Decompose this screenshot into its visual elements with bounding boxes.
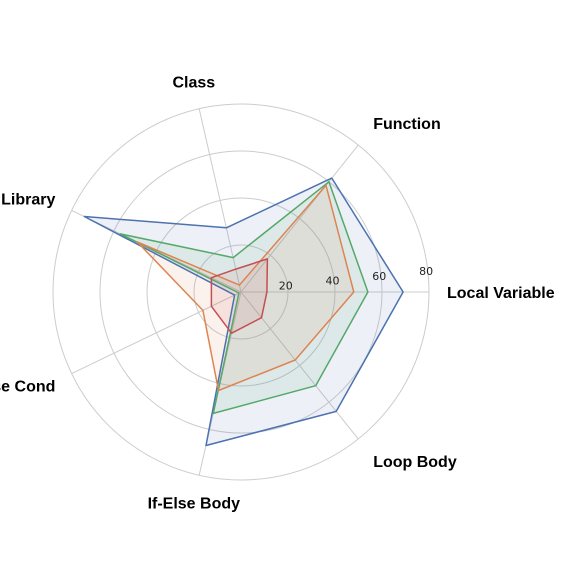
axis-labels: Local Variable Function Class Library If… bbox=[0, 74, 555, 512]
axis-label-class: Class bbox=[172, 74, 215, 91]
series-layer bbox=[83, 177, 404, 447]
axis-label-loop-body: Loop Body bbox=[373, 454, 457, 471]
tick-label-80: 80 bbox=[419, 265, 433, 278]
tick-label-40: 40 bbox=[326, 275, 340, 288]
spoke-if-else-cond bbox=[71, 291, 242, 375]
series-1-area bbox=[84, 178, 404, 446]
series-4-area bbox=[211, 258, 268, 334]
tick-label-20: 20 bbox=[279, 279, 293, 292]
axis-label-local-variable: Local Variable bbox=[447, 285, 555, 302]
spoke-class bbox=[198, 108, 242, 293]
series-2-line bbox=[119, 181, 369, 415]
spoke-function bbox=[240, 144, 359, 293]
series-4-line bbox=[210, 258, 269, 334]
axis-label-library: Library bbox=[1, 191, 55, 208]
spoke-loop-body bbox=[240, 291, 359, 440]
radial-tick-labels: 20 40 60 80 bbox=[279, 265, 433, 292]
axis-label-if-else-body: If-Else Body bbox=[148, 496, 241, 513]
series-3-area bbox=[137, 185, 354, 391]
axis-label-if-else-cond: If-Else Cond bbox=[0, 379, 55, 396]
tick-label-60: 60 bbox=[372, 270, 386, 283]
series-2-area bbox=[120, 181, 368, 414]
series-1-line bbox=[83, 177, 404, 447]
axis-label-function: Function bbox=[373, 116, 441, 133]
series-3-line bbox=[136, 184, 355, 392]
